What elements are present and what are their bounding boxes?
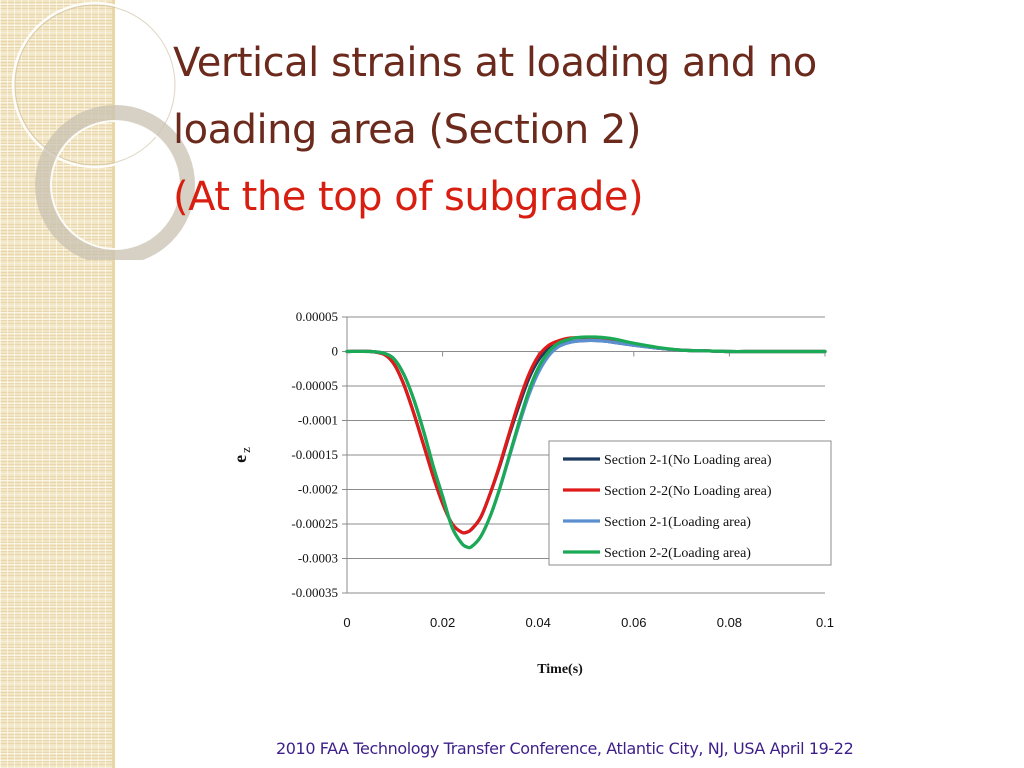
decorative-side-panel — [0, 0, 112, 768]
legend-entry: Section 2-1(No Loading area) — [604, 453, 772, 468]
title-line-2: loading area (Section 2) — [173, 107, 641, 153]
y-axis-label: ez — [230, 447, 253, 463]
x-tick-label: 0.1 — [816, 615, 834, 630]
y-tick-label: 0.00005 — [296, 309, 338, 324]
x-tick-labels: 0 0.02 0.04 0.06 0.08 0.1 — [343, 615, 834, 630]
y-tick-labels: 0.00005 0 -0.00005 -0.0001 -0.00015 -0.0002 -0… — [291, 309, 338, 600]
footer-text: 2010 FAA Technology Transfer Conference,… — [276, 739, 854, 758]
x-tick-label: 0 — [343, 615, 350, 630]
x-tick-label: 0.06 — [621, 615, 646, 630]
y-tick-label: -0.00015 — [291, 447, 338, 462]
series-lines — [345, 335, 827, 550]
y-tick-label: 0 — [332, 344, 339, 359]
x-tick-label: 0.02 — [430, 615, 455, 630]
y-axis-label-sub: z — [238, 447, 253, 453]
y-tick-label: -0.00025 — [291, 516, 338, 531]
y-axis-label-main: e — [230, 455, 250, 463]
legend-entry: Section 2-1(Loading area) — [604, 515, 751, 530]
y-tick-label: -0.0001 — [298, 413, 338, 428]
y-tick-label: -0.00005 — [291, 378, 338, 393]
legend-entry: Section 2-2(No Loading area) — [604, 484, 772, 499]
chart-legend: Section 2-1(No Loading area) Section 2-2(… — [548, 440, 832, 566]
series-line-4 — [345, 335, 827, 550]
y-tick-label: -0.00035 — [291, 585, 338, 600]
y-tick-label: -0.0003 — [298, 551, 338, 566]
x-tick-label: 0.04 — [526, 615, 551, 630]
side-panel-border — [112, 0, 115, 768]
legend-box — [548, 440, 832, 566]
title-subtitle: (At the top of subgrade) — [173, 174, 644, 220]
y-tick-label: -0.0002 — [298, 482, 338, 497]
x-tick-label: 0.08 — [717, 615, 742, 630]
x-axis-label: Time(s) — [537, 662, 583, 677]
title-line-1: Vertical strains at loading and no — [173, 40, 817, 86]
decorative-rings — [11, 1, 195, 260]
slide-title: Vertical strains at loading and no loadi… — [173, 30, 993, 231]
legend-entry: Section 2-2(Loading area) — [604, 546, 751, 561]
